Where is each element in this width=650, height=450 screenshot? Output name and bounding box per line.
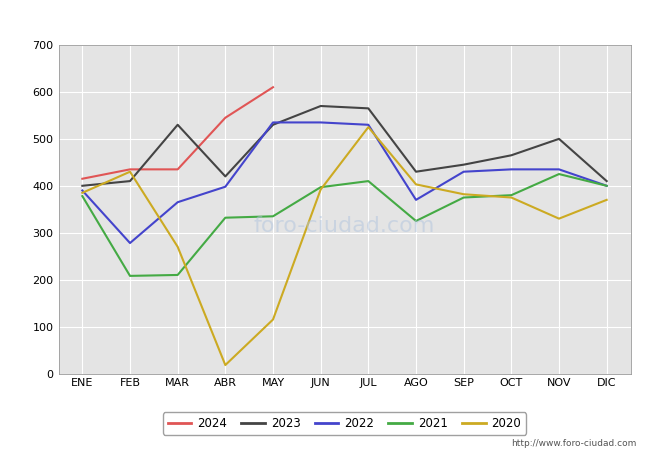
Line: 2022: 2022 — [83, 122, 606, 243]
2022 — [126, 240, 134, 246]
2023 — [174, 122, 181, 127]
Line: 2024: 2024 — [83, 87, 273, 179]
2020 — [222, 362, 229, 368]
2023 — [508, 153, 515, 158]
Legend: 2024, 2023, 2022, 2021, 2020: 2024, 2023, 2022, 2021, 2020 — [163, 412, 526, 435]
2022 — [174, 199, 181, 205]
2021 — [508, 193, 515, 198]
2022 — [555, 166, 563, 172]
2021 — [460, 195, 467, 200]
2024 — [174, 166, 181, 172]
2021 — [222, 215, 229, 220]
2023 — [317, 104, 324, 109]
2021 — [79, 194, 86, 199]
2022 — [460, 169, 467, 175]
2021 — [126, 273, 134, 279]
2021 — [174, 272, 181, 278]
2024 — [126, 166, 134, 172]
2023 — [603, 178, 610, 184]
Text: foro-ciudad.com: foro-ciudad.com — [254, 216, 436, 236]
2021 — [365, 178, 372, 184]
Line: 2021: 2021 — [83, 174, 606, 276]
2023 — [460, 162, 467, 167]
2021 — [555, 171, 563, 177]
2020 — [365, 124, 372, 130]
2023 — [269, 122, 277, 127]
2022 — [222, 184, 229, 189]
2022 — [508, 166, 515, 172]
2020 — [603, 197, 610, 202]
2023 — [365, 106, 372, 111]
2020 — [174, 244, 181, 249]
2020 — [269, 317, 277, 322]
2021 — [269, 214, 277, 219]
2022 — [269, 120, 277, 125]
Text: http://www.foro-ciudad.com: http://www.foro-ciudad.com — [512, 439, 637, 448]
2024 — [79, 176, 86, 181]
Line: 2020: 2020 — [83, 127, 606, 365]
2023 — [126, 178, 134, 184]
2020 — [126, 169, 134, 175]
2024 — [222, 115, 229, 121]
2022 — [317, 120, 324, 125]
2023 — [222, 174, 229, 179]
2023 — [412, 169, 420, 175]
2021 — [603, 183, 610, 189]
2022 — [365, 122, 372, 127]
2020 — [317, 187, 324, 192]
2022 — [79, 188, 86, 193]
2020 — [555, 216, 563, 221]
2022 — [412, 197, 420, 202]
2020 — [508, 195, 515, 200]
2022 — [603, 183, 610, 189]
2021 — [412, 218, 420, 224]
Line: 2023: 2023 — [83, 106, 606, 186]
2020 — [460, 192, 467, 197]
2020 — [412, 182, 420, 187]
2023 — [555, 136, 563, 142]
2020 — [79, 190, 86, 195]
Text: Matriculaciones de Vehiculos en Marbella: Matriculaciones de Vehiculos en Marbella — [167, 13, 483, 28]
2024 — [269, 85, 277, 90]
2021 — [317, 184, 324, 190]
2023 — [79, 183, 86, 189]
